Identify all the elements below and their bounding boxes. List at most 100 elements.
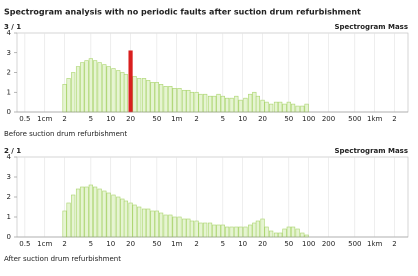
bar — [278, 232, 283, 238]
x-tick-label: 200 — [322, 240, 335, 248]
x-tick-label: 5 — [89, 115, 93, 123]
bar — [116, 70, 121, 113]
x-tick-label: 20 — [258, 240, 267, 248]
bar — [168, 86, 173, 113]
chart-label: 3 / 1 — [4, 23, 21, 31]
x-tick-label: 10 — [106, 240, 115, 248]
y-tick-label: 3 — [7, 173, 11, 181]
bar — [123, 74, 129, 113]
x-tick-label: 20 — [258, 115, 267, 123]
x-tick-label: 2 — [62, 115, 66, 123]
x-tick-label: 0.5 — [19, 240, 30, 248]
x-tick-label: 2 — [194, 240, 198, 248]
bar — [229, 226, 234, 238]
x-tick-label: 50 — [284, 240, 293, 248]
x-tick-label: 5 — [89, 240, 93, 248]
bar — [182, 89, 187, 113]
y-tick-label: 1 — [7, 88, 11, 96]
bar — [128, 202, 133, 238]
bar — [146, 80, 151, 113]
x-tick-label: 100 — [302, 115, 315, 123]
x-tick-label: 2 — [392, 115, 396, 123]
bar — [102, 190, 107, 238]
y-tick-label: 4 — [7, 153, 12, 161]
bar — [84, 60, 89, 113]
chart-label: 2 / 1 — [4, 147, 21, 155]
bar — [111, 194, 116, 238]
bar — [75, 188, 81, 238]
bar — [238, 99, 243, 113]
bar — [177, 216, 182, 238]
x-tick-label: 5 — [221, 115, 225, 123]
bar — [88, 184, 93, 238]
bar — [84, 186, 89, 238]
y-tick-label: 1 — [7, 213, 11, 221]
bar — [163, 86, 168, 113]
bar — [137, 78, 142, 113]
bar — [278, 101, 283, 113]
bar — [186, 89, 191, 113]
x-tick-label: 200 — [322, 115, 335, 123]
bar — [66, 78, 71, 113]
bar — [255, 95, 260, 113]
bar — [282, 228, 287, 238]
bar — [224, 97, 230, 113]
bar — [163, 214, 168, 238]
bar — [282, 103, 287, 113]
bar — [264, 101, 269, 113]
chart-subtitle: Spectrogram Mass — [335, 147, 409, 155]
bar — [212, 224, 217, 238]
chart-caption: After suction drum refurbishment — [4, 255, 121, 263]
bar — [304, 103, 309, 113]
bar — [128, 50, 133, 113]
bar — [102, 64, 107, 113]
bar — [269, 230, 274, 238]
x-tick-label: 2 — [62, 240, 66, 248]
bar — [168, 214, 173, 238]
x-tick-label: 100 — [302, 240, 315, 248]
y-tick-label: 3 — [7, 49, 11, 57]
bar — [290, 103, 296, 113]
bar — [137, 206, 142, 238]
bar — [260, 99, 265, 113]
x-tick-label: 2 — [392, 240, 396, 248]
bar — [295, 228, 300, 238]
y-tick-label: 4 — [7, 29, 12, 37]
x-tick-label: 1km — [367, 240, 383, 248]
bar — [88, 58, 93, 113]
bar — [154, 82, 159, 113]
bar — [238, 226, 243, 238]
bar — [111, 68, 116, 113]
y-tick-label: 0 — [7, 233, 11, 241]
bar — [66, 202, 71, 238]
bar — [189, 220, 195, 238]
bar — [80, 62, 85, 113]
bar — [146, 208, 151, 238]
bar — [295, 105, 300, 113]
bar — [224, 226, 230, 238]
bar — [252, 91, 257, 113]
bar — [132, 76, 137, 113]
bar — [220, 224, 225, 238]
bar — [154, 210, 159, 238]
bar — [106, 192, 111, 238]
bar — [93, 60, 98, 113]
bar — [123, 200, 129, 238]
bar — [234, 226, 239, 238]
bar — [116, 196, 121, 238]
figure-title: Spectrogram analysis with no periodic fa… — [4, 8, 361, 17]
y-tick-label: 2 — [7, 69, 11, 77]
chart-caption: Before suction drum refurbishment — [4, 130, 127, 138]
x-tick-label: 1cm — [37, 240, 52, 248]
x-tick-label: 5 — [221, 240, 225, 248]
bar — [71, 194, 76, 238]
x-tick-label: 50 — [152, 115, 161, 123]
x-tick-label: 20 — [126, 115, 135, 123]
bar — [186, 218, 191, 238]
bar — [216, 224, 221, 238]
bar — [248, 224, 253, 238]
bar — [172, 216, 177, 238]
x-tick-label: 2 — [194, 115, 198, 123]
bar — [255, 220, 260, 238]
bar — [216, 93, 221, 113]
